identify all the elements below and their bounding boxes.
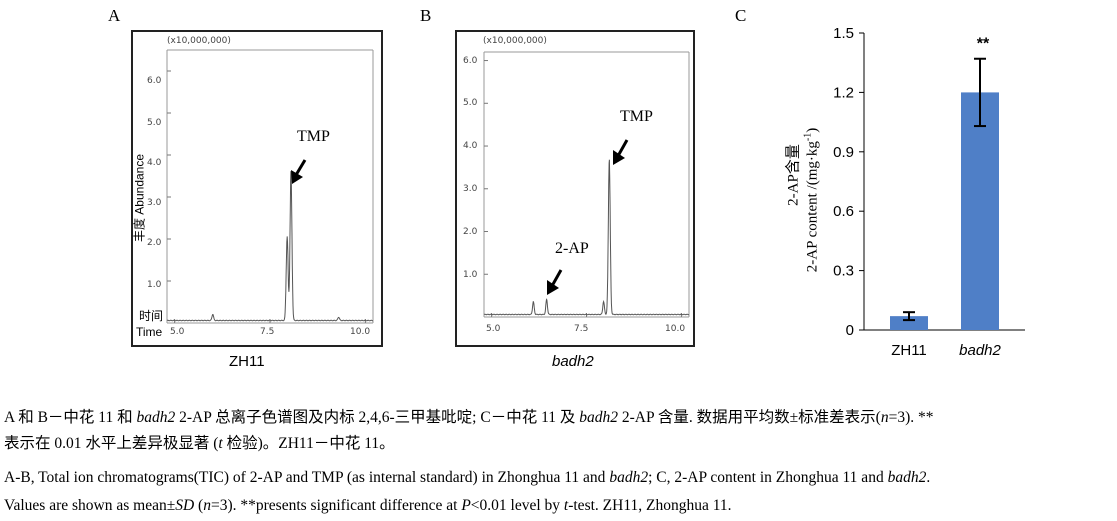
chromatogram-b-ticks <box>484 60 682 317</box>
y-tick-label: 0 <box>846 322 854 339</box>
y-tick-label: 4.0 <box>463 141 478 151</box>
bar-chart-c-y-axis: 0 0.3 0.6 0.9 1.2 1.5 <box>833 25 1025 339</box>
bar-chart-c: 0 0.3 0.6 0.9 1.2 1.5 ZH11 badh2 ** <box>833 25 1025 359</box>
y-tick-label: 2.0 <box>147 238 162 248</box>
y-axis-title-c-line2: 2-AP content /(mg·kg-1) <box>802 127 821 273</box>
scale-label-a: (x10,000,000) <box>167 36 231 46</box>
y-tick-label: 0.9 <box>833 144 854 161</box>
x-tick-label: 7.5 <box>574 324 589 334</box>
chromatogram-a-ticks <box>167 70 366 323</box>
y-tick-label: 6.0 <box>463 56 478 66</box>
caption-line-1: A 和 B－中花 11 和 badh2 2-AP 总离子色谱图及内标 2,4,6… <box>4 409 934 426</box>
caption-line-4: Values are shown as mean±SD (n=3). **pre… <box>4 497 732 514</box>
y-axis-label-a: 丰度 Abundance <box>132 153 147 243</box>
significance-label: ** <box>977 36 990 53</box>
caption-line-3: A-B, Total ion chromatograms(TIC) of 2-A… <box>4 469 931 486</box>
x-tick-label: 5.0 <box>170 327 185 337</box>
y-tick-label: 5.0 <box>147 118 162 128</box>
y-axis-title-c-line1: 2-AP含量 <box>785 144 802 206</box>
category-label: ZH11 <box>891 342 927 359</box>
category-label: badh2 <box>959 342 1001 359</box>
x-tick-label: 7.5 <box>260 327 275 337</box>
x-tick-label: 5.0 <box>486 324 501 334</box>
bar-ZH11 <box>890 316 928 330</box>
y-tick-label: 6.0 <box>147 76 162 86</box>
chromatogram-a-trace <box>166 171 373 322</box>
y-tick-label: 1.0 <box>463 270 478 280</box>
panel-letter-a: A <box>108 6 121 25</box>
x-tick-label: 10.0 <box>665 324 686 334</box>
tmp-arrow-a <box>291 159 307 184</box>
bar-chart-c-bars: ZH11 badh2 ** <box>890 36 1002 359</box>
y-axis-title-c: 2-AP含量 2-AP content /(mg·kg-1) <box>775 20 825 350</box>
y-tick-label: 3.0 <box>463 184 478 194</box>
x-tick-label: 10.0 <box>350 327 371 337</box>
panel-letter-b: B <box>420 6 432 25</box>
x-axis-label-a-top: 时间 <box>139 309 164 323</box>
chromatogram-b: (x10,000,000) 6.0 5.0 4.0 3.0 2.0 1.0 5.… <box>455 30 695 347</box>
y-tick-label: 4.0 <box>147 158 162 168</box>
y-tick-label: 1.2 <box>833 84 854 101</box>
panel-letter-c: C <box>735 6 747 25</box>
y-tick-label: 1.5 <box>833 25 854 42</box>
sample-label-zh11: ZH11 <box>229 353 265 370</box>
chromatogram-a-plot <box>166 49 374 324</box>
y-tick-label: 2.0 <box>463 227 478 237</box>
sample-label-badh2: badh2 <box>552 353 594 370</box>
chromatogram-a: (x10,000,000) 6.0 5.0 4.0 3.0 2.0 1.0 丰度… <box>131 30 383 347</box>
scale-label-b: (x10,000,000) <box>483 36 547 46</box>
peak-label-tmp-b: TMP <box>620 108 653 125</box>
tmp-arrow-b <box>613 139 629 165</box>
2ap-arrow-b <box>547 269 563 295</box>
y-tick-label: 0.3 <box>833 263 854 280</box>
caption-line-2: 表示在 0.01 水平上差异极显著 (t 检验)。ZH11－中花 11。 <box>4 435 395 452</box>
chromatogram-b-trace <box>483 159 690 316</box>
x-axis-label-a-bottom: Time <box>136 325 163 339</box>
peak-label-2ap-b: 2-AP <box>555 240 589 257</box>
peak-label-tmp-a: TMP <box>297 128 330 145</box>
bar-badh2 <box>961 92 999 331</box>
y-tick-label: 0.6 <box>833 203 854 220</box>
chromatogram-b-plot <box>483 51 690 318</box>
y-tick-label: 1.0 <box>147 280 162 290</box>
y-tick-label: 5.0 <box>463 98 478 108</box>
y-tick-label: 3.0 <box>147 198 162 208</box>
